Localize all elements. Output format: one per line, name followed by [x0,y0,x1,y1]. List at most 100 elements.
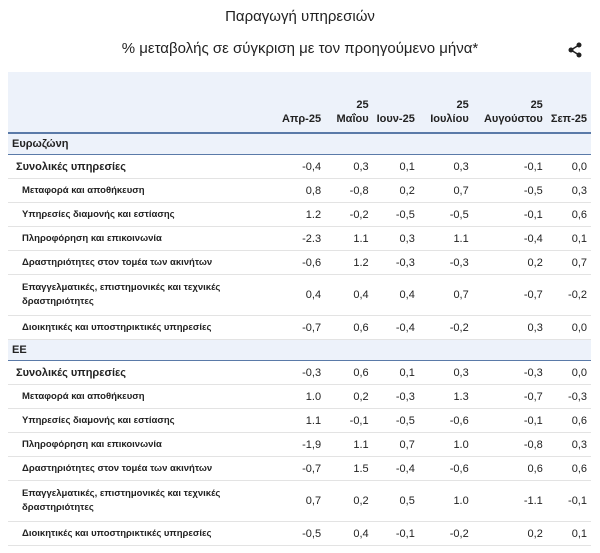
value-cell: -0,7 [278,315,326,340]
header-cell [8,72,278,134]
value-cell: 1.1 [418,226,473,251]
row-label: Διοικητικές και υποστηρικτικές υπηρεσίες [8,315,278,340]
value-cell: 0,4 [325,274,373,316]
value-cell: 0,6 [546,202,591,227]
row: Πληροφόρηση και επικοινωνία -2.3 1.1 0,3 1.1… [8,226,591,251]
row-label: Πληροφόρηση και επικοινωνία [8,432,278,457]
header-row: Απρ-25 25 Μαΐου Ιουν-25 25 Ιουλίου 25 Αυγούσ… [8,72,591,134]
value-cell: -0,6 [278,250,326,275]
value-cell: 0,2 [372,178,419,203]
row-label: Μεταφορά και αποθήκευση [8,384,278,409]
row: Μεταφορά και αποθήκευση 0,8 -0,8 0,2 0,7 -0,5… [8,178,591,203]
section-row: Ευρωζώνη [8,133,591,155]
value-cell: -0,1 [472,408,547,433]
value-cell: 1.1 [278,408,326,433]
value-cell: 0,6 [546,408,591,433]
value-cell: 0,7 [278,480,326,522]
value-cell: -0,4 [372,315,419,340]
value-cell: 0,6 [546,456,591,481]
value-cell: 0,3 [418,154,473,179]
value-cell: 0,5 [372,480,419,522]
value-cell: 0,0 [546,315,591,340]
value-cell: -1.1 [472,480,547,522]
row-label: Δραστηριότητες στον τομέα των ακινήτων [8,250,278,275]
value-cell: 0,1 [372,360,419,385]
value-cell: 1.1 [325,226,373,251]
value-cell: -0,4 [278,154,326,179]
value-cell: 1.0 [418,480,473,522]
section-name: ΕΕ [8,339,591,361]
row: Διοικητικές και υποστηρικτικές υπηρεσίες… [8,521,591,546]
row-label: Υπηρεσίες διαμονής και εστίασης [8,408,278,433]
value-cell: -0,3 [418,250,473,275]
value-cell: -0,7 [472,384,547,409]
value-cell: 0,4 [325,521,373,546]
value-cell: 0,3 [418,360,473,385]
row: Συνολικές υπηρεσίες -0,3 0,6 0,1 0,3 -0,3 0,0 [8,360,591,385]
value-cell: -0,5 [418,202,473,227]
value-cell: 1.2 [278,202,326,227]
value-cell: -0,3 [372,384,419,409]
value-cell: -0,1 [325,408,373,433]
row-label: Επαγγελματικές, επιστημονικές και τεχνικ… [8,480,278,522]
row: Επαγγελματικές, επιστημονικές και τεχνικ… [8,274,591,316]
row-label: Δραστηριότητες στον τομέα των ακινήτων [8,456,278,481]
title: Παραγωγή υπηρεσιών [225,8,375,25]
row-label: Επαγγελματικές, επιστημονικές και τεχνικ… [8,274,278,316]
value-cell: -0,6 [418,456,473,481]
value-cell: -2.3 [278,226,326,251]
column-header: 25 Ιουλίου [418,72,473,134]
value-cell: 0,6 [472,456,547,481]
value-cell: -0,3 [472,360,547,385]
value-cell: -0,5 [278,521,326,546]
value-cell: -0,2 [325,202,373,227]
value-cell: -0,2 [418,315,473,340]
column-header: 25 Αυγούστου [472,72,547,134]
value-cell: -0,8 [472,432,547,457]
value-cell: 0,7 [546,250,591,275]
value-cell: 0,1 [546,521,591,546]
value-cell: 0,6 [325,360,373,385]
value-cell: 0,3 [372,226,419,251]
value-cell: -0,2 [546,274,591,316]
row-label: Υπηρεσίες διαμονής και εστίασης [8,202,278,227]
value-cell: -0,3 [546,384,591,409]
value-cell: -0,5 [472,178,547,203]
row: Δραστηριότητες στον τομέα των ακινήτων -0… [8,456,591,481]
value-cell: -0,2 [418,521,473,546]
column-header: Απρ-25 [278,72,326,134]
row: Υπηρεσίες διαμονής και εστίασης 1.1 -0,1 -0… [8,408,591,433]
value-cell: -0,1 [472,154,547,179]
row: Μεταφορά και αποθήκευση 1.0 0,2 -0,3 1.3 -0,7… [8,384,591,409]
value-cell: 1.0 [278,384,326,409]
column-header: Ιουν-25 [372,72,419,134]
row-label: Συνολικές υπηρεσίες [8,154,278,179]
value-cell: -0,3 [278,360,326,385]
value-cell: -0,1 [546,480,591,522]
value-cell: 1.5 [325,456,373,481]
section-row: ΕΕ [8,339,591,361]
row: Διοικητικές και υποστηρικτικές υπηρεσίες… [8,315,591,340]
value-cell: 0,2 [325,480,373,522]
value-cell: 0,2 [472,521,547,546]
value-cell: 0,3 [546,178,591,203]
value-cell: 0,0 [546,154,591,179]
value-cell: 0,3 [546,432,591,457]
value-cell: 1.2 [325,250,373,275]
value-cell: -0,5 [372,202,419,227]
share-icon[interactable] [567,42,583,58]
row-label: Διοικητικές και υποστηρικτικές υπηρεσίες [8,521,278,546]
value-cell: -0,1 [472,202,547,227]
value-cell: 0,4 [372,274,419,316]
subtitle: % μεταβολής σε σύγκριση με τον προηγούμε… [121,40,479,57]
value-cell: 0,3 [325,154,373,179]
value-cell: -0,7 [472,274,547,316]
row-label: Πληροφόρηση και επικοινωνία [8,226,278,251]
value-cell: 0,2 [472,250,547,275]
column-header: 25 Μαΐου [325,72,373,134]
value-cell: 0,6 [325,315,373,340]
value-cell: 0,7 [418,178,473,203]
value-cell: -0,4 [472,226,547,251]
row: Συνολικές υπηρεσίες -0,4 0,3 0,1 0,3 -0,1 0,0 [8,154,591,179]
